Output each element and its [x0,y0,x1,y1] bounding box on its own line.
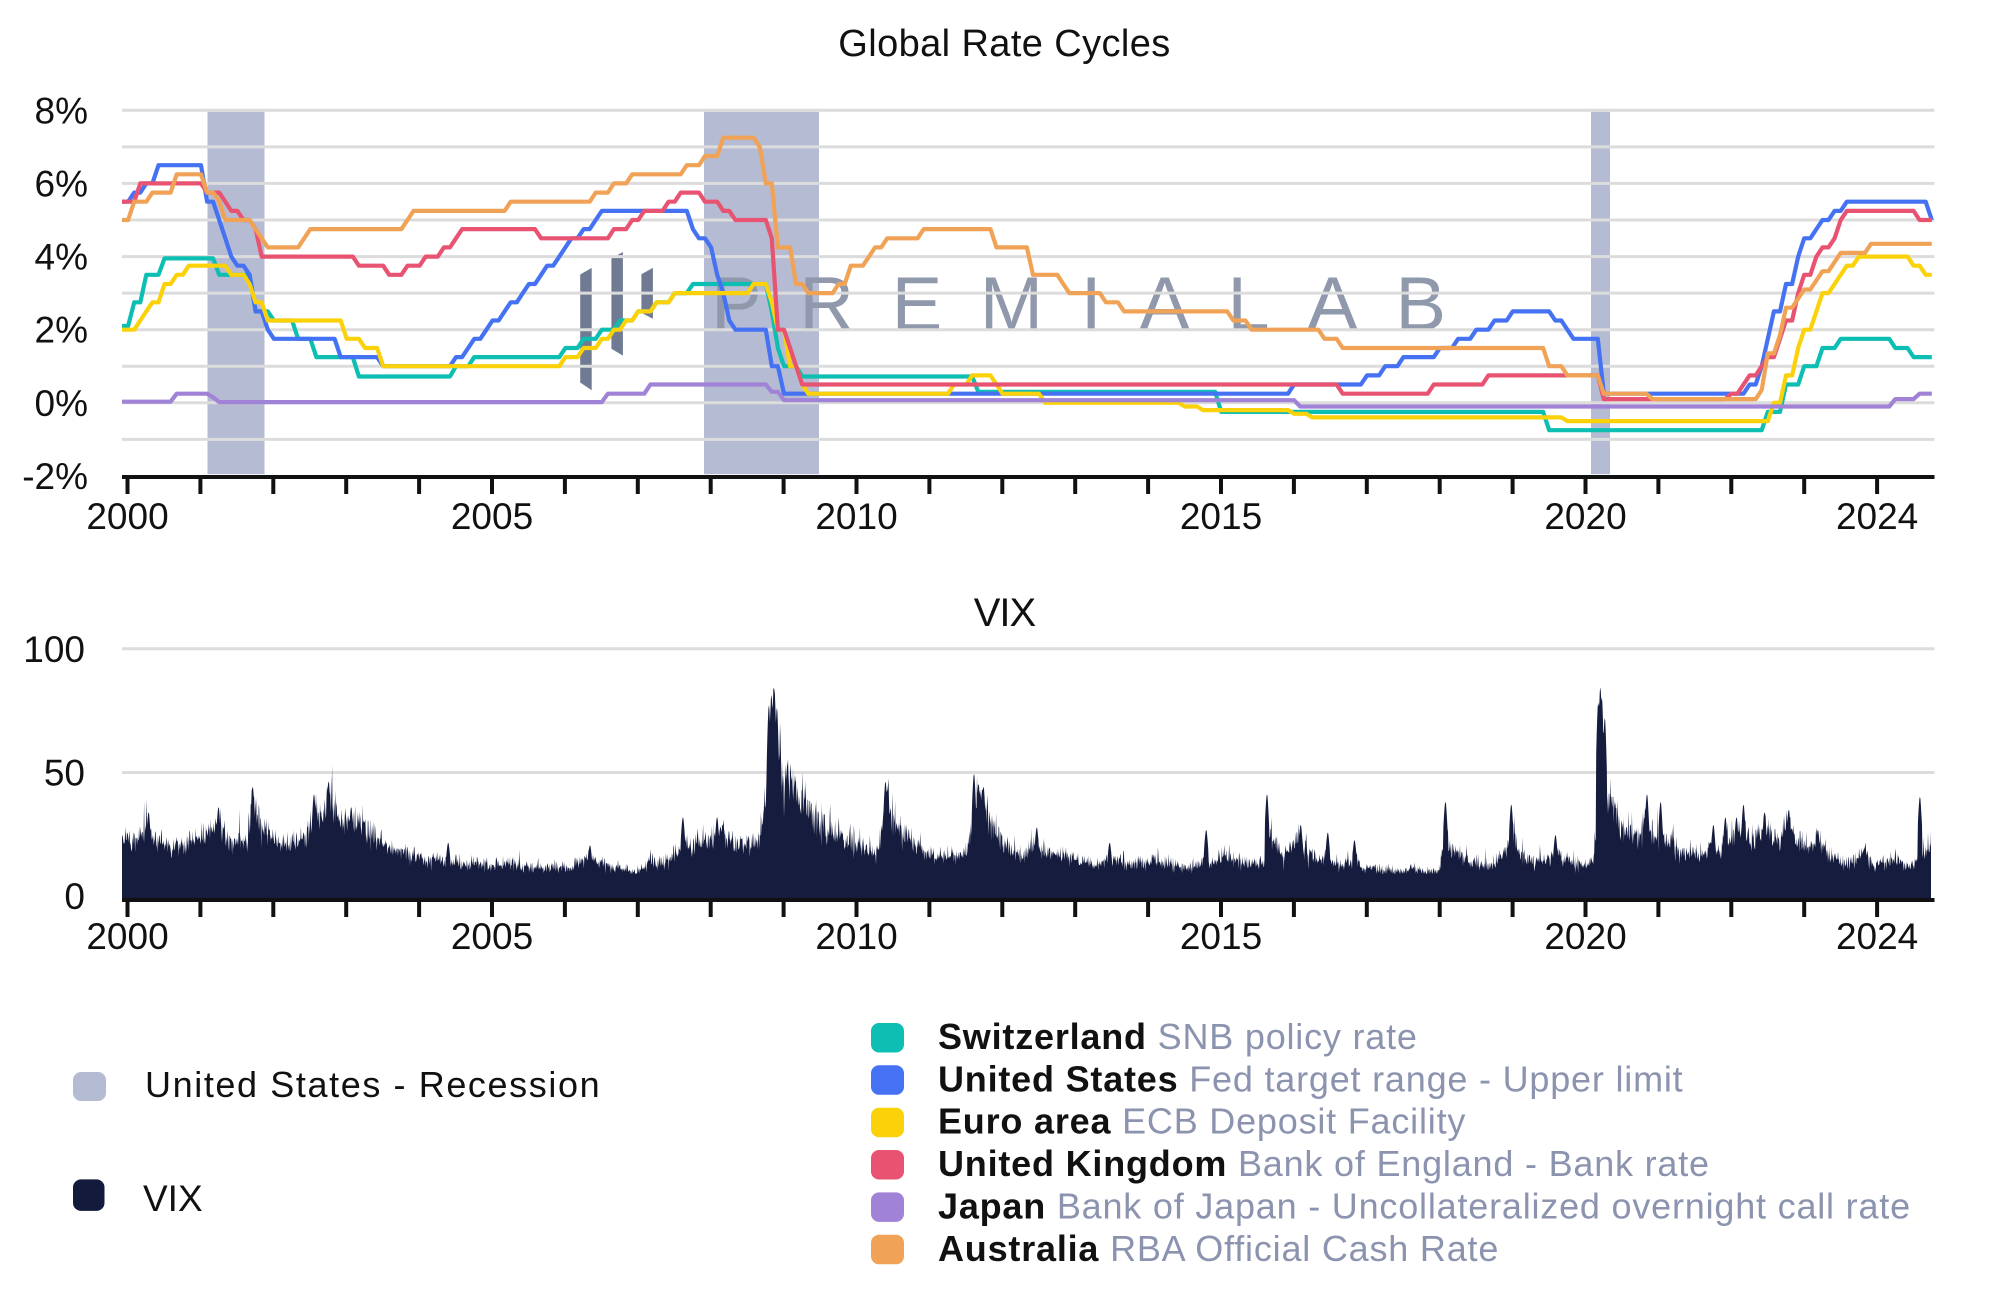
svg-text:8%: 8% [35,90,88,131]
svg-text:2020: 2020 [1544,916,1626,957]
svg-text:PREMIALAB: PREMIALAB [711,262,1484,347]
svg-text:VIX: VIX [143,1178,203,1219]
svg-text:6%: 6% [35,163,88,204]
svg-text:2%: 2% [35,310,88,351]
svg-text:2024: 2024 [1836,916,1918,957]
svg-text:100: 100 [23,629,85,670]
svg-text:Euro area ECB Deposit Facility: Euro area ECB Deposit Facility [938,1101,1466,1142]
svg-text:0%: 0% [35,383,88,424]
svg-text:VIX: VIX [974,591,1036,635]
svg-text:2015: 2015 [1180,496,1262,537]
svg-text:2015: 2015 [1180,916,1262,957]
svg-text:Switzerland SNB policy rate: Switzerland SNB policy rate [938,1016,1418,1057]
svg-text:0: 0 [64,876,85,917]
svg-text:2024: 2024 [1836,496,1918,537]
svg-text:2005: 2005 [451,916,533,957]
svg-text:United States - Recession: United States - Recession [145,1064,601,1105]
svg-text:2000: 2000 [86,916,168,957]
svg-text:Japan Bank of Japan - Uncollat: Japan Bank of Japan - Uncollateralized o… [938,1185,1911,1226]
svg-text:United Kingdom Bank of England: United Kingdom Bank of England - Bank ra… [938,1143,1710,1184]
svg-text:2005: 2005 [451,496,533,537]
svg-text:2000: 2000 [86,496,168,537]
svg-text:Australia RBA Official Cash Ra: Australia RBA Official Cash Rate [938,1228,1499,1269]
svg-text:-2%: -2% [22,456,88,497]
svg-text:United States Fed target range: United States Fed target range - Upper l… [938,1058,1683,1099]
svg-text:50: 50 [44,753,85,794]
svg-text:2010: 2010 [815,916,897,957]
svg-text:Global Rate Cycles: Global Rate Cycles [838,23,1170,65]
svg-text:2020: 2020 [1544,496,1626,537]
svg-text:2010: 2010 [815,496,897,537]
svg-text:4%: 4% [35,237,88,278]
